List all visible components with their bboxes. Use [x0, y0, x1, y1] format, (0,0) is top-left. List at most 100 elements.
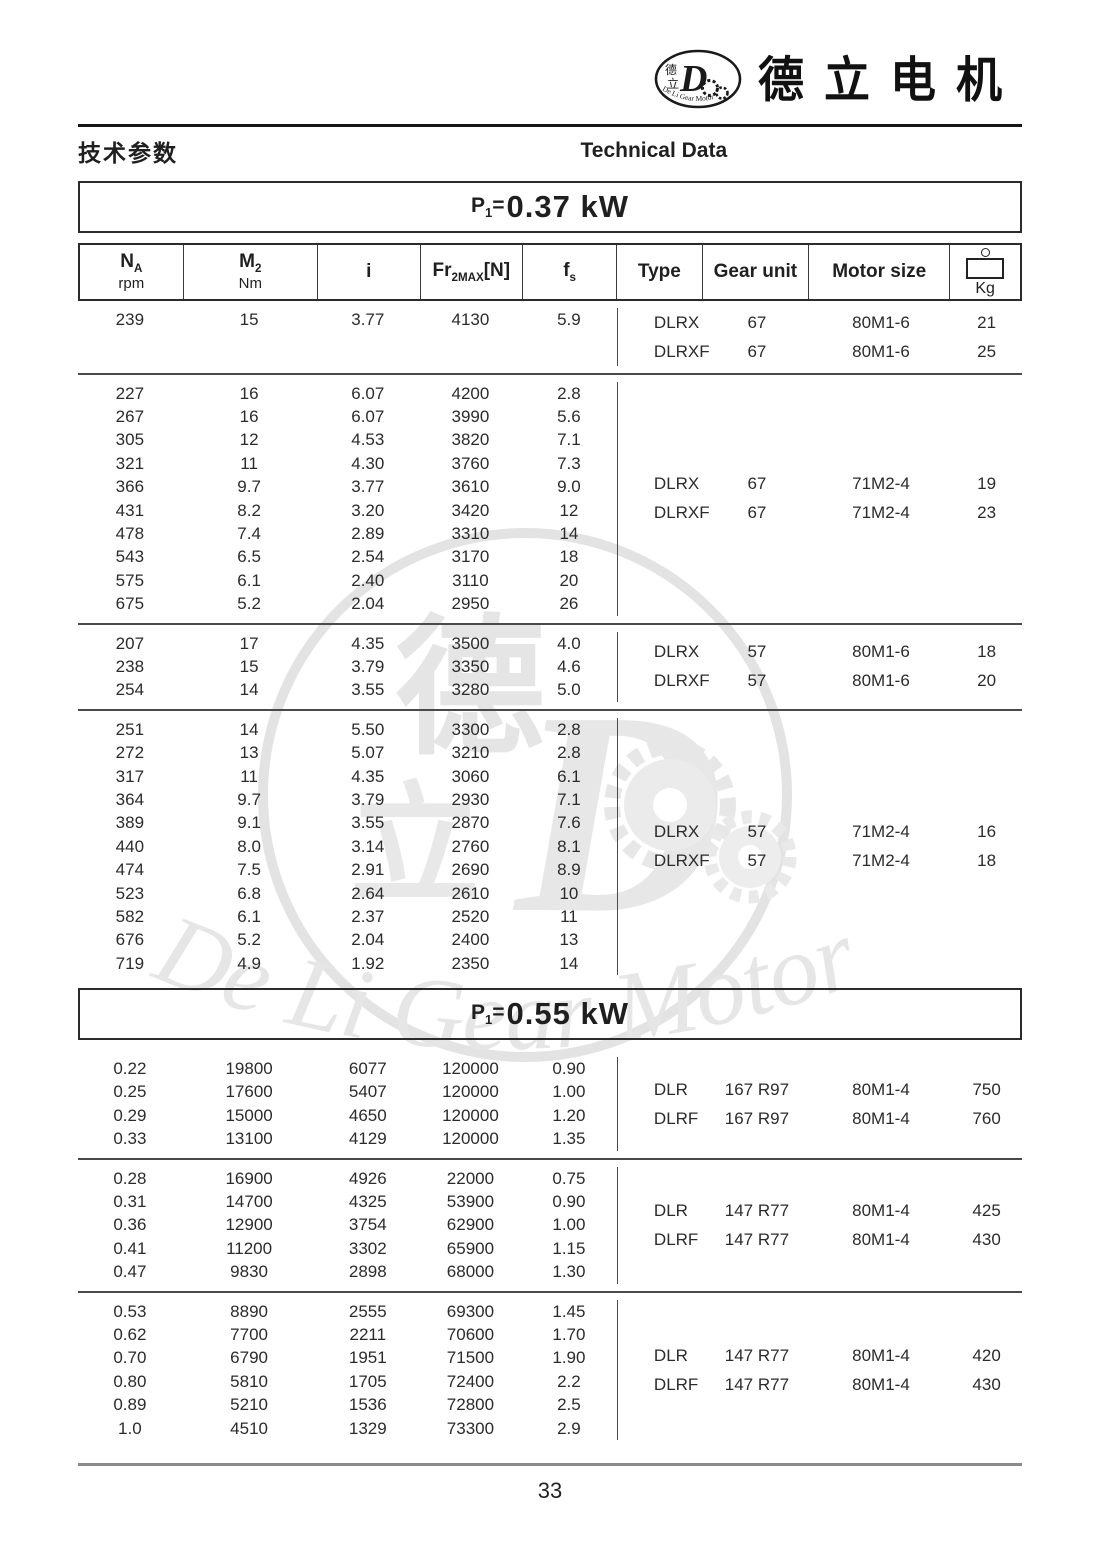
data-cell: 5407 — [348, 1082, 387, 1102]
data-cell: 6.07 — [351, 407, 385, 427]
weight-cell: 16 — [977, 822, 997, 842]
data-cell: 9.7 — [237, 477, 261, 497]
table-row: 389 9.1 3.55 2870 7.6 — [78, 812, 617, 835]
data-cell: 5.07 — [351, 743, 385, 763]
data-cell: 1.0 — [118, 1418, 142, 1438]
type-row: DLRXF 67 80M1-6 25 — [618, 337, 1022, 366]
table-row: 0.80 5810 1705 72400 2.2 — [78, 1370, 617, 1393]
data-cell: 3280 — [451, 680, 490, 700]
data-cell: 2520 — [451, 906, 490, 926]
data-cell: 5.6 — [557, 407, 581, 427]
power-label: P1= — [471, 1001, 505, 1027]
weight-cell: 20 — [977, 671, 997, 691]
type-cell: DLRF — [653, 1108, 699, 1128]
weight-cell: 18 — [977, 851, 997, 871]
motor-size-cell: 80M1-6 — [852, 671, 910, 691]
title-row: 技术参数 Technical Data — [78, 127, 1022, 175]
data-cell: 4200 — [451, 383, 490, 403]
type-row: DLR 167 R97 80M1-4 750 — [618, 1075, 1022, 1104]
data-cell: 4926 — [348, 1168, 387, 1188]
data-cell: 4.6 — [557, 656, 581, 676]
data-cell: 321 — [115, 453, 145, 473]
data-cell: 2555 — [348, 1301, 387, 1321]
data-cell: 0.41 — [113, 1238, 147, 1258]
motor-size-cell: 80M1-4 — [852, 1200, 910, 1220]
motor-size-cell: 80M1-4 — [852, 1108, 910, 1128]
gear-unit-cell: 57 — [747, 671, 767, 691]
data-cell: 5.2 — [237, 930, 261, 950]
motor-size-cell: 71M2-4 — [852, 474, 910, 494]
data-cell: 3420 — [451, 500, 490, 520]
data-cell: 8.1 — [557, 836, 581, 856]
data-cell: 26 — [559, 594, 579, 614]
data-cell: 431 — [115, 500, 145, 520]
table-row: 0.31 14700 4325 53900 0.90 — [78, 1190, 617, 1213]
data-cell: 1.20 — [552, 1105, 586, 1125]
data-cell: 0.33 — [113, 1129, 147, 1149]
table-row: 0.53 8890 2555 69300 1.45 — [78, 1300, 617, 1323]
data-cell: 13 — [559, 930, 579, 950]
data-cell: 6.1 — [237, 906, 261, 926]
motor-size-cell: 71M2-4 — [852, 822, 910, 842]
table-row: 317 11 4.35 3060 6.1 — [78, 765, 617, 788]
data-cell: 120000 — [442, 1082, 499, 1102]
data-cell: 69300 — [446, 1301, 495, 1321]
data-cell: 17600 — [225, 1082, 273, 1102]
data-cell: 120000 — [442, 1059, 499, 1079]
gear-unit-cell: 67 — [747, 341, 767, 361]
gear-unit-cell: 147 R77 — [724, 1374, 790, 1394]
data-cell: 20 — [559, 570, 579, 590]
power-equals: = — [492, 1001, 505, 1025]
data-cell: 2.8 — [557, 383, 581, 403]
table-row: 0.62 7700 2211 70600 1.70 — [78, 1323, 617, 1346]
power-banner: P1= 0.37 kW — [78, 181, 1022, 233]
data-cell: 9.0 — [557, 477, 581, 497]
data-cell: 0.70 — [113, 1348, 147, 1368]
table-row: 0.22 19800 6077 120000 0.90 — [78, 1057, 617, 1080]
data-cell: 1.45 — [552, 1301, 586, 1321]
block-separator — [78, 1290, 1022, 1293]
weight-cell: 760 — [972, 1108, 1001, 1128]
data-cell: 0.36 — [113, 1215, 147, 1235]
data-cell: 1.70 — [552, 1324, 586, 1344]
type-row: DLRXF 57 71M2-4 18 — [618, 847, 1022, 876]
data-cell: 239 — [115, 309, 145, 329]
data-cell: 1.35 — [552, 1129, 586, 1149]
data-cell: 2.04 — [351, 594, 385, 614]
page-title-cn: 技术参数 — [78, 140, 178, 166]
data-cell: 1536 — [348, 1395, 387, 1415]
table-row: 0.70 6790 1951 71500 1.90 — [78, 1347, 617, 1370]
data-cell: 15 — [239, 309, 259, 329]
data-cell: 3500 — [451, 633, 490, 653]
data-cell: 2.9 — [557, 1418, 581, 1438]
column-header-weight: Kg — [950, 245, 1020, 299]
data-cell: 3310 — [451, 524, 490, 544]
data-cell: 11 — [240, 766, 258, 786]
data-cell: 14 — [239, 680, 259, 700]
data-cell: 6.5 — [237, 547, 261, 567]
table-row: 0.28 16900 4926 22000 0.75 — [78, 1167, 617, 1190]
column-header-torque: M2 Nm — [184, 245, 318, 299]
data-cell: 0.75 — [552, 1168, 586, 1188]
data-cell: 1.30 — [552, 1262, 586, 1282]
column-header-motor-size: Motor size — [809, 245, 951, 299]
type-row: DLRF 147 R77 80M1-4 430 — [618, 1225, 1022, 1254]
table-row: 474 7.5 2.91 2690 8.9 — [78, 858, 617, 881]
block-types: DLRX 57 71M2-4 16 DLRXF 57 71M2-4 18 — [616, 718, 1022, 976]
table-row: 523 6.8 2.64 2610 10 — [78, 882, 617, 905]
data-cell: 2211 — [349, 1324, 387, 1344]
data-cell: 9830 — [230, 1262, 268, 1282]
data-cell: 2.37 — [351, 906, 385, 926]
column-header-ratio: i — [318, 245, 421, 299]
table-row: 543 6.5 2.54 3170 18 — [78, 546, 617, 569]
table-row: 676 5.2 2.04 2400 13 — [78, 929, 617, 952]
table-row: 0.47 9830 2898 68000 1.30 — [78, 1261, 617, 1284]
type-row: DLR 147 R77 80M1-4 420 — [618, 1341, 1022, 1370]
gear-unit-cell: 147 R77 — [724, 1200, 790, 1220]
brand-header: 德 立 D De Li Gear Motor 德立电机 — [78, 0, 1022, 124]
power-symbol-sub: 1 — [485, 205, 493, 221]
data-cell: 3.79 — [351, 656, 385, 676]
motor-size-cell: 80M1-6 — [852, 341, 910, 361]
data-cell: 9.1 — [237, 813, 261, 833]
